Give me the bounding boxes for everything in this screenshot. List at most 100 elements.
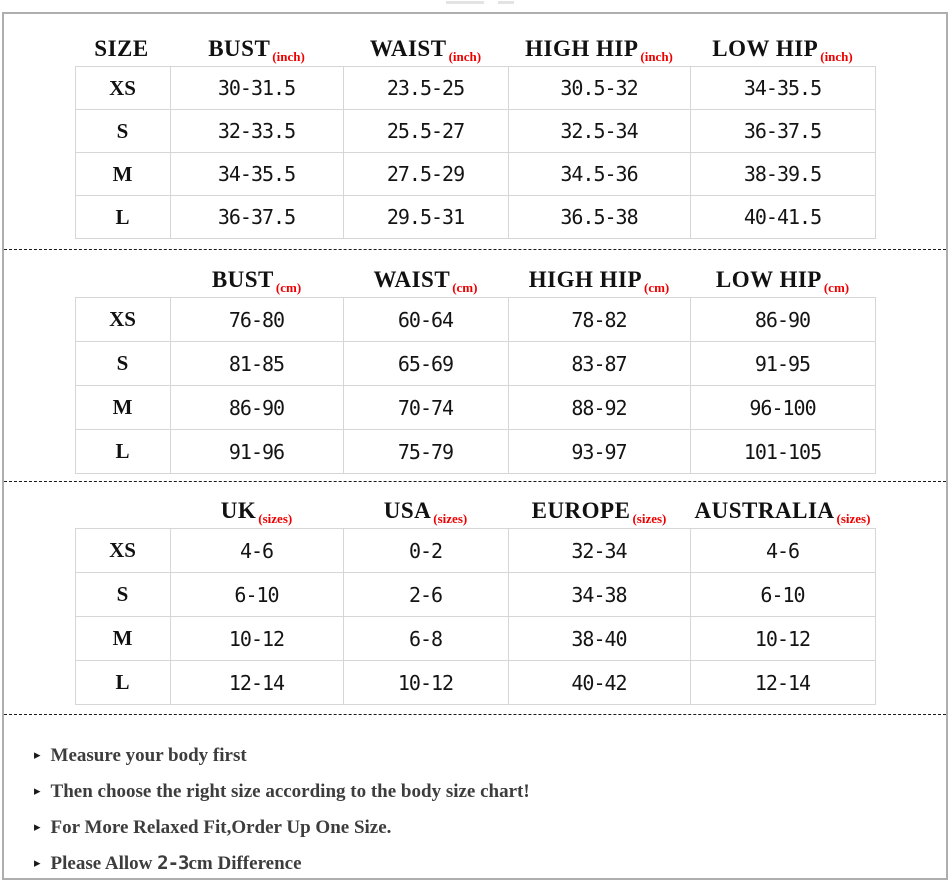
unit-label: (sizes) [258, 511, 293, 526]
column-header-label: WAIST [369, 36, 447, 61]
value-cell: 34-38 [507, 572, 691, 617]
column-header-high-hip: HIGH HIP (cm) [508, 267, 690, 295]
unit-label: (cm) [452, 280, 478, 295]
unit-label: (sizes) [433, 511, 468, 526]
table-row: S 81-85 65-69 83-87 91-95 [74, 341, 876, 386]
header-row-cm: BUST (cm) WAIST (cm) HIGH HIP (cm) LOW HIP(… [75, 263, 875, 297]
column-header-label: SIZE [94, 36, 149, 61]
value-cell: 101-105 [689, 429, 876, 474]
size-cell: XS [74, 66, 171, 110]
value-cell: 38-40 [507, 616, 691, 661]
value-cell: 34.5-36 [507, 152, 691, 196]
table-row: M 34-35.5 27.5-29 34.5-36 38-39.5 [74, 152, 876, 196]
table-row: S 6-10 2-6 34-38 6-10 [74, 572, 876, 617]
column-header-label: UK [220, 498, 257, 523]
column-header-waist: WAIST (inch) [343, 36, 508, 64]
column-header-label: WAIST [373, 267, 451, 292]
size-cell: M [74, 616, 171, 661]
value-cell: 65-69 [342, 341, 509, 386]
value-cell: 81-85 [169, 341, 344, 386]
unit-label: (inch) [640, 49, 673, 64]
value-cell: 6-10 [169, 572, 344, 617]
column-header-empty [75, 498, 170, 524]
value-cell: 91-96 [169, 429, 344, 474]
value-cell: 30.5-32 [507, 66, 691, 110]
value-cell: 32-34 [507, 528, 691, 573]
size-table-cm: XS 76-80 60-64 78-82 86-90 S 81-85 65-69… [74, 297, 876, 474]
note-line: ▸ Then choose the right size according to… [34, 773, 946, 809]
size-cell: XS [74, 297, 171, 342]
value-cell: 38-39.5 [689, 152, 876, 196]
column-header-low-hip: LOW HIP (inch) [690, 36, 875, 64]
table-row: XS 76-80 60-64 78-82 86-90 [74, 297, 876, 342]
dashed-separator [4, 481, 946, 482]
size-cell: XS [74, 528, 171, 573]
value-cell: 93-97 [507, 429, 691, 474]
column-header-usa: USA (sizes) [343, 498, 508, 526]
value-cell: 83-87 [507, 341, 691, 386]
cropped-text-remnant [446, 1, 484, 4]
column-header-high-hip: HIGH HIP (inch) [508, 36, 690, 64]
note-line: ▸ Please Allow 2-3cm Difference [34, 845, 946, 881]
triangle-bullet-icon: ▸ [34, 819, 41, 834]
note-text: Measure your body first [50, 745, 247, 766]
column-header-label: LOW HIP [715, 267, 822, 292]
table-row: L 91-96 75-79 93-97 101-105 [74, 429, 876, 474]
column-header-label: EUROPE [531, 498, 631, 523]
column-header-australia: AUSTRALIA (sizes) [690, 498, 875, 526]
column-header-bust: BUST (inch) [170, 36, 343, 64]
value-cell: 30-31.5 [169, 66, 344, 110]
column-header-label: USA [383, 498, 432, 523]
value-cell: 4-6 [689, 528, 876, 573]
note-text: Then choose the right size according to … [50, 781, 530, 802]
dashed-separator [4, 714, 946, 715]
table-row: M 86-90 70-74 88-92 96-100 [74, 385, 876, 430]
value-cell: 25.5-27 [342, 109, 509, 153]
value-cell: 10-12 [169, 616, 344, 661]
value-cell: 88-92 [507, 385, 691, 430]
note-text: Please Allow [50, 853, 158, 874]
unit-label: (inch) [820, 49, 853, 64]
column-header-label: LOW HIP [712, 36, 819, 61]
size-cell: S [74, 109, 171, 153]
triangle-bullet-icon: ▸ [34, 855, 41, 870]
value-cell: 76-80 [169, 297, 344, 342]
triangle-bullet-icon: ▸ [34, 747, 41, 762]
dashed-separator [4, 249, 946, 250]
header-row-inch: SIZE BUST (inch) WAIST (inch) HIGH HIP (inc… [75, 32, 875, 66]
header-row-international: UK (sizes) USA (sizes) EUROPE (sizes) AUSTR… [75, 494, 875, 528]
size-cell: S [74, 341, 171, 386]
unit-label: (cm) [275, 280, 302, 295]
value-cell: 86-90 [689, 297, 876, 342]
column-header-bust: BUST (cm) [170, 267, 343, 295]
value-cell: 2-6 [342, 572, 509, 617]
note-line: ▸ For More Relaxed Fit,Order Up One Size. [34, 809, 946, 845]
size-cell: S [74, 572, 171, 617]
size-cell: L [74, 195, 171, 239]
unit-label: (sizes) [632, 511, 667, 526]
notes-list: ▸ Measure your body first ▸ Then choose th… [34, 737, 946, 881]
note-line: ▸ Measure your body first [34, 737, 946, 773]
column-header-label: HIGH HIP [528, 267, 642, 292]
value-cell: 34-35.5 [169, 152, 344, 196]
value-cell: 40-41.5 [689, 195, 876, 239]
value-cell: 10-12 [342, 660, 509, 705]
cropped-text-remnant [498, 1, 514, 4]
column-header-uk: UK (sizes) [170, 498, 343, 526]
table-row: XS 4-6 0-2 32-34 4-6 [74, 528, 876, 573]
value-cell: 96-100 [689, 385, 876, 430]
unit-label: (inch) [272, 49, 305, 64]
size-table-international: XS 4-6 0-2 32-34 4-6 S 6-10 2-6 34-38 6-… [74, 528, 876, 705]
value-cell: 34-35.5 [689, 66, 876, 110]
column-header-size: SIZE [75, 36, 170, 62]
value-cell: 75-79 [342, 429, 509, 474]
column-header-empty [75, 267, 170, 293]
value-cell: 6-8 [342, 616, 509, 661]
chart-frame: SIZE BUST (inch) WAIST (inch) HIGH HIP (inc… [2, 12, 948, 880]
value-cell: 36.5-38 [507, 195, 691, 239]
table-row: XS 30-31.5 23.5-25 30.5-32 34-35.5 [74, 66, 876, 110]
table-row: L 12-14 10-12 40-42 12-14 [74, 660, 876, 705]
value-cell: 27.5-29 [342, 152, 509, 196]
value-cell: 23.5-25 [342, 66, 509, 110]
